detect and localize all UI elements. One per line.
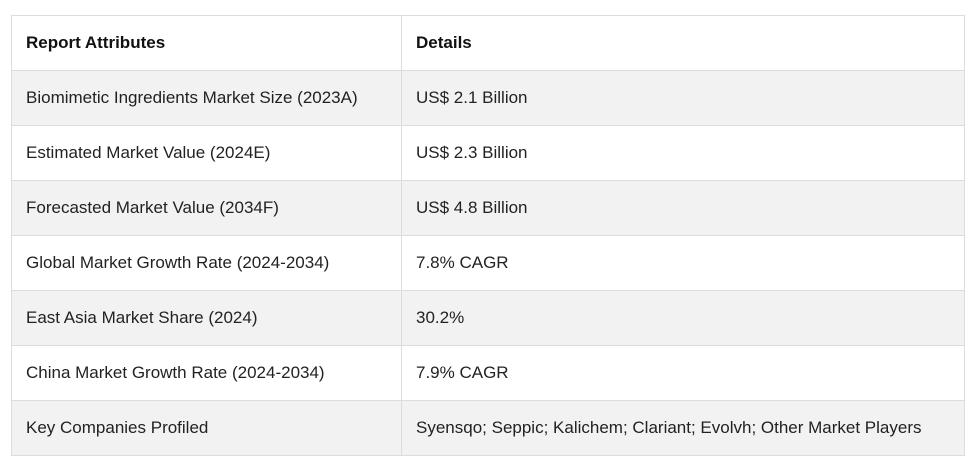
detail-cell: 7.9% CAGR <box>401 345 965 401</box>
header-report-attributes: Report Attributes <box>11 15 402 71</box>
detail-cell: US$ 2.1 Billion <box>401 70 965 126</box>
table-row: China Market Growth Rate (2024-2034) 7.9… <box>11 345 965 401</box>
attribute-cell: China Market Growth Rate (2024-2034) <box>11 345 402 401</box>
table-row: Estimated Market Value (2024E) US$ 2.3 B… <box>11 125 965 181</box>
detail-cell: 30.2% <box>401 290 965 346</box>
table-row: Key Companies Profiled Syensqo; Seppic; … <box>11 400 965 456</box>
report-attributes-table: Report Attributes Details Biomimetic Ing… <box>11 15 965 456</box>
report-attributes-table-container: Report Attributes Details Biomimetic Ing… <box>11 15 965 456</box>
table-row: Forecasted Market Value (2034F) US$ 4.8 … <box>11 180 965 236</box>
attribute-cell: Key Companies Profiled <box>11 400 402 456</box>
table-row: Global Market Growth Rate (2024-2034) 7.… <box>11 235 965 291</box>
table-row: East Asia Market Share (2024) 30.2% <box>11 290 965 346</box>
attribute-cell: Forecasted Market Value (2034F) <box>11 180 402 236</box>
attribute-cell: Biomimetic Ingredients Market Size (2023… <box>11 70 402 126</box>
table-header-row: Report Attributes Details <box>11 15 965 71</box>
table-row: Biomimetic Ingredients Market Size (2023… <box>11 70 965 126</box>
attribute-cell: East Asia Market Share (2024) <box>11 290 402 346</box>
attribute-cell: Estimated Market Value (2024E) <box>11 125 402 181</box>
attribute-cell: Global Market Growth Rate (2024-2034) <box>11 235 402 291</box>
detail-cell: 7.8% CAGR <box>401 235 965 291</box>
detail-cell: US$ 2.3 Billion <box>401 125 965 181</box>
detail-cell: US$ 4.8 Billion <box>401 180 965 236</box>
detail-cell: Syensqo; Seppic; Kalichem; Clariant; Evo… <box>401 400 965 456</box>
header-details: Details <box>401 15 965 71</box>
